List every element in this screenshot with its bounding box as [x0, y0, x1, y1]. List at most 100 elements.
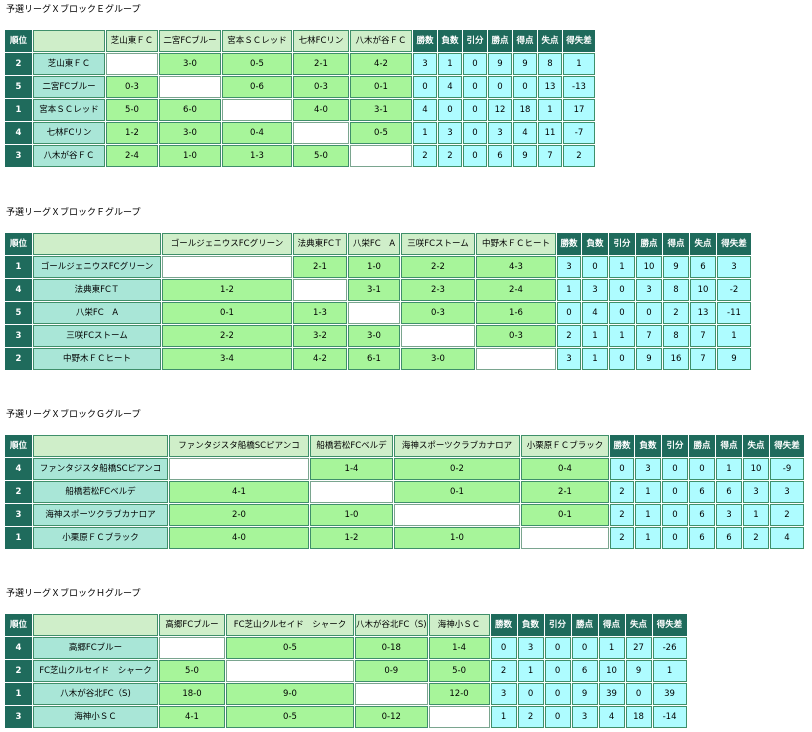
- team-name-cell: 中野木ＦＣヒート: [33, 348, 161, 370]
- stat-cell: 6: [689, 527, 715, 549]
- match-result-cell: 1-4: [428, 637, 490, 659]
- self-match-cell: [355, 683, 428, 705]
- rank-cell: 4: [5, 637, 32, 659]
- header-stat: 得点: [598, 614, 625, 636]
- stat-cell: -7: [563, 122, 595, 144]
- rank-cell: 5: [5, 76, 32, 98]
- header-opponent: 七林FCリン: [293, 30, 349, 52]
- match-result-cell: 5-0: [293, 145, 349, 167]
- header-stat: 引分: [609, 233, 635, 255]
- stat-cell: 3: [717, 256, 751, 278]
- stat-cell: 18: [625, 706, 652, 728]
- stat-cell: 1: [582, 325, 608, 347]
- stat-cell: 27: [625, 637, 652, 659]
- rank-cell: 1: [5, 527, 32, 549]
- match-result-cell: 4-1: [159, 706, 225, 728]
- match-result-cell: 1-2: [310, 527, 393, 549]
- header-rank: 順位: [5, 30, 32, 52]
- stat-cell: 3: [571, 706, 598, 728]
- match-result-cell: 1-3: [293, 302, 347, 324]
- table-row: 1 小栗原ＦＣブラック 4-0 1-2 1-0 2 1 0 6 6 2 4: [5, 527, 804, 549]
- stat-cell: 0: [689, 458, 715, 480]
- header-opponent: 高郷FCブルー: [159, 614, 225, 636]
- stat-cell: -13: [563, 76, 595, 98]
- stat-cell: 6: [716, 481, 742, 503]
- match-result-cell: 2-2: [401, 256, 475, 278]
- stat-cell: 0: [544, 683, 571, 705]
- stat-cell: 0: [662, 481, 688, 503]
- team-name-cell: 海神スポーツクラブカナロア: [33, 504, 168, 526]
- group-title: 予選リーグＸブロックＧグループ: [6, 410, 141, 420]
- match-result-cell: 2-1: [521, 481, 609, 503]
- team-name-cell: ゴールジェニウスFCグリーン: [33, 256, 161, 278]
- table-row: 2 船橋若松FCベルデ 4-1 0-1 2-1 2 1 0 6 6 3 3: [5, 481, 804, 503]
- header-stat: 勝点: [636, 233, 662, 255]
- rank-cell: 1: [5, 683, 32, 705]
- table-row: 5 八栄FC A 0-1 1-3 0-3 1-6 0 4 0 0 2 13 -11: [5, 302, 751, 324]
- team-name-cell: 二宮FCブルー: [33, 76, 105, 98]
- stat-cell: 3: [557, 348, 581, 370]
- header-opponent: 小栗原ＦＣブラック: [521, 435, 609, 457]
- header-stat: 得失差: [563, 30, 595, 52]
- rank-cell: 4: [5, 279, 32, 301]
- stat-cell: 3: [438, 122, 462, 144]
- match-result-cell: 4-2: [350, 53, 412, 75]
- stat-cell: 9: [513, 145, 537, 167]
- stat-cell: 2: [610, 504, 634, 526]
- match-result-cell: 3-0: [348, 325, 400, 347]
- match-result-cell: 1-0: [348, 256, 400, 278]
- stat-cell: 7: [636, 325, 662, 347]
- header-opponent: ファンタジスタ船橋SCピアンコ: [169, 435, 309, 457]
- rank-cell: 2: [5, 348, 32, 370]
- rank-cell: 5: [5, 302, 32, 324]
- team-name-cell: 七林FCリン: [33, 122, 105, 144]
- stat-cell: 0: [513, 76, 537, 98]
- stat-cell: 4: [513, 122, 537, 144]
- group-title: 予選リーグＸブロックＨグループ: [6, 589, 141, 599]
- table-header-row: 順位 高郷FCブルー FC芝山クルセイド シャーク 八木が谷北FC（S) 海神小ＳＣ 勝数…: [5, 614, 687, 636]
- stat-cell: 7: [690, 325, 716, 347]
- stat-cell: 3: [517, 637, 544, 659]
- header-opponent: 中野木ＦＣヒート: [476, 233, 556, 255]
- stat-cell: 1: [538, 99, 562, 121]
- match-result-cell: 18-0: [159, 683, 225, 705]
- match-result-cell: 0-3: [476, 325, 556, 347]
- stat-cell: 10: [743, 458, 769, 480]
- stat-cell: 4: [438, 76, 462, 98]
- self-match-cell: [521, 527, 609, 549]
- team-name-cell: 船橋若松FCベルデ: [33, 481, 168, 503]
- stat-cell: 6: [716, 527, 742, 549]
- match-result-cell: 6-0: [159, 99, 221, 121]
- self-match-cell: [348, 302, 400, 324]
- header-opponent: 八木が谷ＦＣ: [350, 30, 412, 52]
- stat-cell: 2: [610, 481, 634, 503]
- group-title: 予選リーグＸブロックＦグループ: [6, 208, 141, 218]
- group-title: 予選リーグＸブロックＥグループ: [6, 5, 141, 15]
- stat-cell: 10: [636, 256, 662, 278]
- match-result-cell: 0-5: [226, 637, 354, 659]
- rank-cell: 2: [5, 660, 32, 682]
- header-stat: 勝点: [689, 435, 715, 457]
- stat-cell: 1: [635, 504, 661, 526]
- table-row: 2 FC芝山クルセイド シャーク 5-0 0-9 5-0 2 1 0 6 10 9 1: [5, 660, 687, 682]
- header-stat: 得失差: [717, 233, 751, 255]
- stat-cell: 0: [463, 145, 487, 167]
- table-row: 1 宮本ＳＣレッド 5-0 6-0 4-0 3-1 4 0 0 12 18 1 17: [5, 99, 595, 121]
- rank-cell: 3: [5, 325, 32, 347]
- self-match-cell: [394, 504, 520, 526]
- team-name-cell: 法典東FCＴ: [33, 279, 161, 301]
- stat-cell: 0: [413, 76, 437, 98]
- header-stat: 引分: [662, 435, 688, 457]
- match-result-cell: 12-0: [428, 683, 490, 705]
- match-result-cell: 6-1: [348, 348, 400, 370]
- table-row: 1 八木が谷北FC（S) 18-0 9-0 12-0 3 0 0 9 39 0 39: [5, 683, 687, 705]
- stat-cell: 1: [609, 256, 635, 278]
- table-row: 4 七林FCリン 1-2 3-0 0-4 0-5 1 3 0 3 4 11 -7: [5, 122, 595, 144]
- standings-table: 順位 ゴールジェニウスFCグリーン 法典東FCＴ 八栄FC A 三咲FCストーム 中野木Ｆ…: [4, 232, 752, 371]
- stat-cell: 1: [652, 660, 687, 682]
- match-result-cell: 0-4: [222, 122, 292, 144]
- match-result-cell: 5-0: [106, 99, 158, 121]
- header-opponent: 三咲FCストーム: [401, 233, 475, 255]
- header-opponent: 海神小ＳＣ: [428, 614, 490, 636]
- stat-cell: -26: [652, 637, 687, 659]
